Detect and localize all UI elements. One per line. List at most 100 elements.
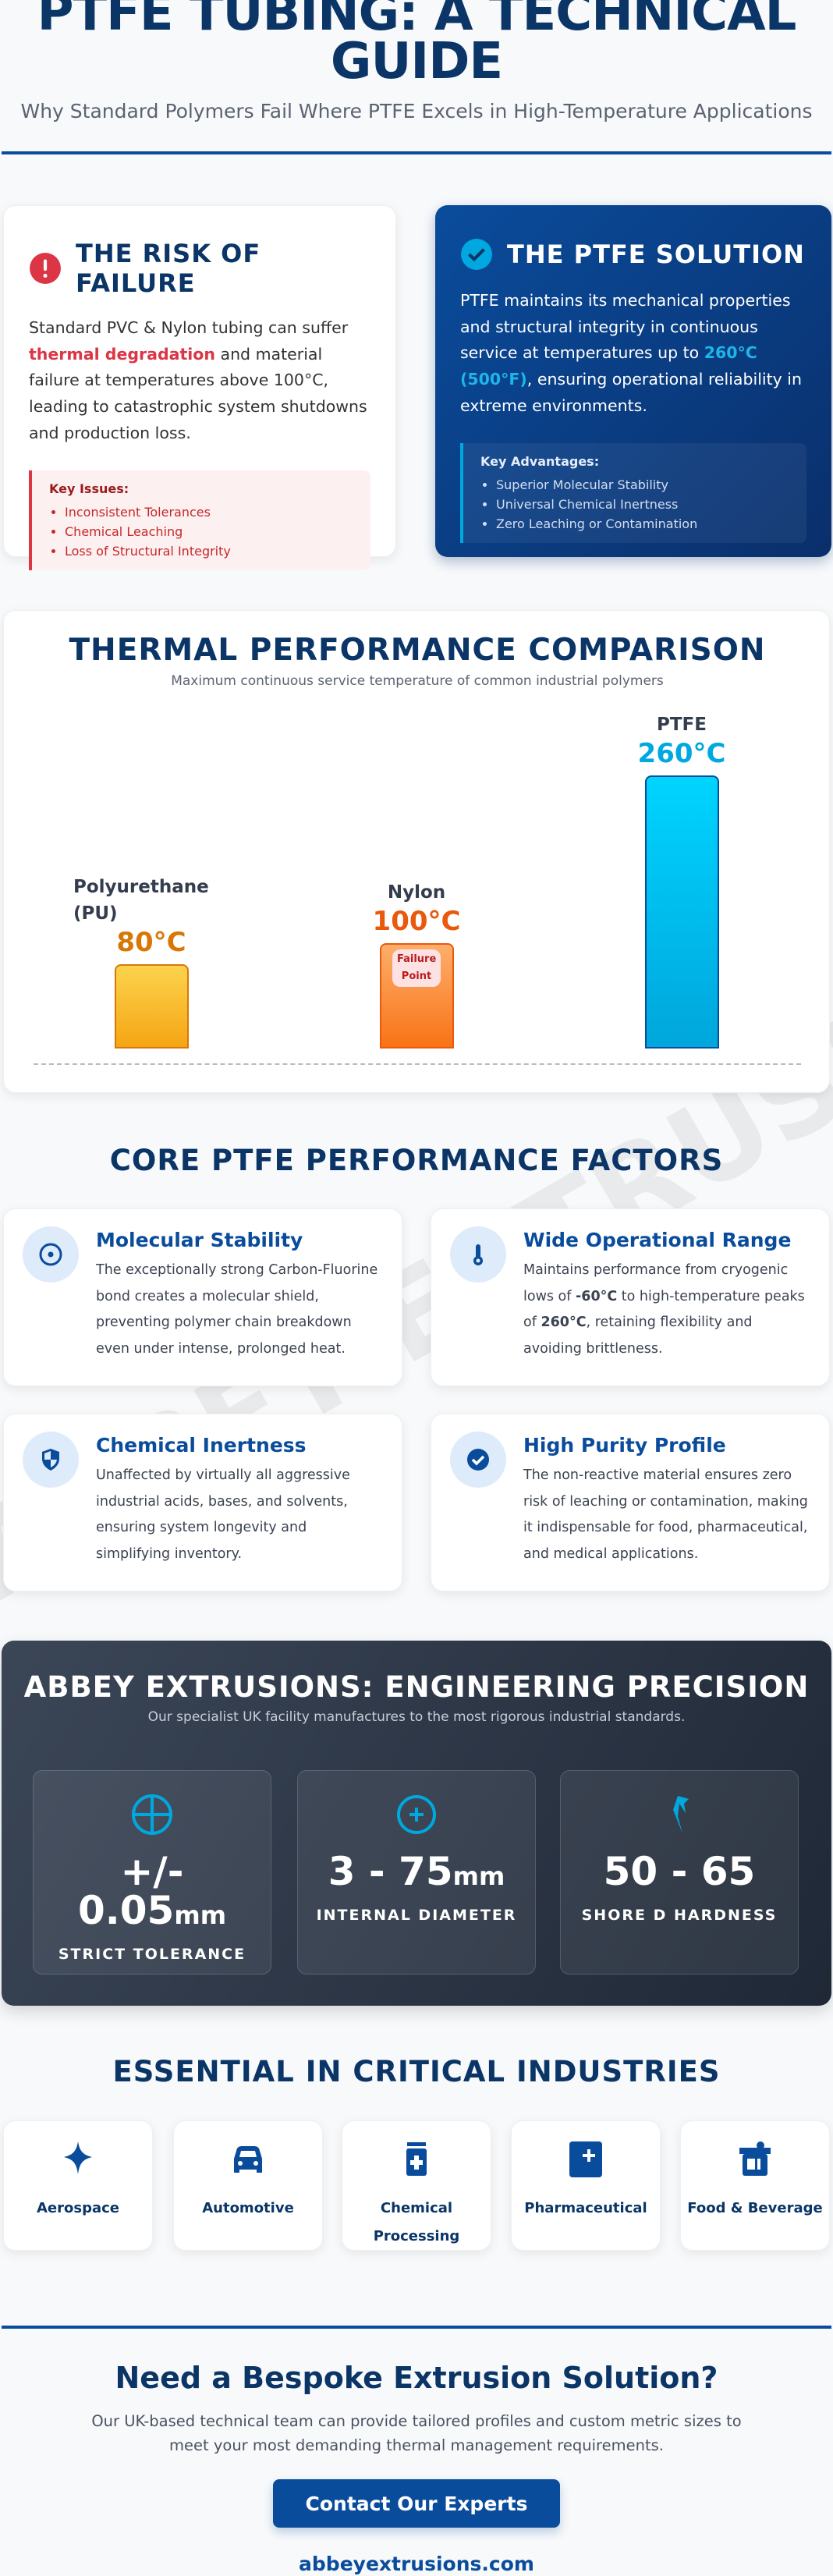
factor-icon [23, 1432, 79, 1488]
factor-icon [450, 1432, 506, 1488]
stat-value-number: 50 - 65 [603, 1849, 756, 1894]
solution-text-b: , ensuring operational reliability in ex… [460, 370, 802, 415]
solution-heading-text: THE PTFE SOLUTION [507, 240, 805, 269]
key-advantage-item: Superior Molecular Stability [496, 475, 792, 495]
factor-text: The exceptionally strong Carbon-Fluorine… [96, 1262, 378, 1357]
factor-heading: Chemical Inertness [96, 1434, 307, 1457]
stat-hardness: 50 - 65 SHORE D HARDNESS [560, 1770, 799, 1975]
stat-internal-diameter: 3 - 75mm INTERNAL DIAMETER [297, 1770, 536, 1975]
key-issues-title: Key Issues: [49, 481, 129, 496]
chart-subtitle: Maximum continuous service temperature o… [171, 673, 664, 689]
factor-text-bold: -60°C [576, 1288, 618, 1304]
precision-subtitle: Our specialist UK facility manufactures … [147, 1709, 686, 1725]
solution-highlight: 260°C (500°F) [460, 343, 757, 389]
factor-text: Maintains performance from cryogenic low… [523, 1258, 810, 1362]
stat-value: +/- 0.05mm [34, 1852, 271, 1935]
plus-circle-icon [397, 1795, 436, 1834]
industry-card-aerospace: Aerospace [3, 2120, 153, 2251]
food-container-icon [739, 2141, 771, 2176]
chart-column: PTFE 260°C [584, 611, 779, 775]
chart-baseline [34, 1063, 801, 1065]
factor-text-bold: 260°C [541, 1315, 587, 1330]
solution-text-a: PTFE maintains its mechanical properties… [460, 291, 791, 363]
factor-card-molecular-stability: Molecular Stability The exceptionally st… [3, 1208, 402, 1386]
key-advantages-title: Key Advantages: [480, 453, 600, 469]
factor-text-part: , retaining flexibility and avoiding bri… [523, 1315, 753, 1357]
crosshair-icon [132, 1794, 172, 1835]
key-advantage-item: Zero Leaching or Contamination [496, 514, 792, 534]
factor-text-part: Maintains performance from cryogenic low… [523, 1262, 789, 1304]
chart-plot: Polyurethane (PU) 80°C Nylon 100°C PTFE 260… [4, 611, 831, 1094]
cta-text: Our UK-based technical team can provide … [91, 2412, 742, 2454]
exclamation-circle-icon [30, 253, 61, 284]
footer-divider [2, 2326, 831, 2329]
shield-icon [42, 1449, 59, 1471]
key-issues-box: Key Issues: Inconsistent Tolerances Chem… [29, 470, 370, 570]
risk-text-a: Standard PVC & Nylon tubing can suffer [29, 318, 349, 337]
factor-icon [23, 1226, 79, 1283]
solution-card: THE PTFE SOLUTION PTFE maintains its mec… [435, 205, 831, 557]
target-icon [39, 1243, 62, 1266]
factor-text: Unaffected by virtually all aggressive i… [96, 1467, 350, 1562]
chart-value-label: 80°C [116, 927, 186, 959]
factor-heading: Molecular Stability [96, 1229, 303, 1251]
sparkle-icon [64, 2141, 92, 2174]
stat-tolerance: +/- 0.05mm STRICT TOLERANCE [33, 1770, 271, 1975]
industry-label: Chemical Processing [373, 2200, 460, 2244]
precision-title: ABBEY EXTRUSIONS: ENGINEERING PRECISION [23, 1670, 810, 1704]
stat-label: SHORE D HARDNESS [581, 1907, 778, 1924]
risk-text: Standard PVC & Nylon tubing can suffer t… [29, 315, 370, 447]
precision-section: ABBEY EXTRUSIONS: ENGINEERING PRECISION … [2, 1641, 831, 2006]
industry-label: Food & Beverage [687, 2200, 823, 2216]
chart-column: Nylon 100°C [319, 611, 514, 943]
check-badge-icon [467, 1449, 489, 1471]
risk-heading: THE RISK OF FAILURE [29, 239, 370, 298]
website-link[interactable]: abbeyextrusions.com [299, 2553, 534, 2575]
risk-card: THE RISK OF FAILURE Standard PVC & Nylon… [3, 205, 396, 570]
chart-title: THERMAL PERFORMANCE COMPARISON [69, 633, 766, 668]
chart-category-label: PTFE [657, 715, 707, 735]
factor-card-chemical-inertness: Chemical Inertness Unaffected by virtual… [3, 1414, 402, 1591]
industry-label: Pharmaceutical [524, 2200, 647, 2216]
check-circle-icon [461, 239, 492, 270]
medical-kit-icon [569, 2141, 602, 2177]
stat-unit: mm [174, 1900, 227, 1930]
hardness-icon [673, 1796, 689, 1833]
page-subtitle: Why Standard Polymers Fail Where PTFE Ex… [20, 100, 813, 122]
key-issue-item: Loss of Structural Integrity [65, 541, 356, 561]
factor-text: The non-reactive material ensures zero r… [523, 1467, 808, 1562]
chart-value-label: 260°C [637, 738, 726, 769]
key-issue-item: Inconsistent Tolerances [65, 502, 356, 522]
risk-highlight: thermal degradation [29, 344, 215, 364]
stat-unit: mm [452, 1861, 505, 1891]
industries-title: ESSENTIAL IN CRITICAL INDUSTRIES [112, 2055, 721, 2088]
stat-value: 50 - 65 [561, 1852, 798, 1896]
key-advantage-item: Universal Chemical Inertness [496, 495, 792, 514]
car-icon [234, 2146, 262, 2173]
medicine-bottle-icon [406, 2142, 427, 2176]
industry-card-food-beverage: Food & Beverage [680, 2120, 830, 2251]
factor-heading: High Purity Profile [523, 1434, 726, 1457]
industry-label: Automotive [202, 2200, 294, 2216]
risk-heading-text: THE RISK OF FAILURE [76, 239, 261, 298]
key-issue-item: Chemical Leaching [65, 522, 356, 541]
thermometer-icon [473, 1244, 483, 1265]
chart-bar [115, 964, 189, 1048]
chart-value-label: 100°C [372, 906, 461, 938]
stat-label: INTERNAL DIAMETER [316, 1907, 517, 1924]
chart-category-label: Polyurethane (PU) [73, 877, 209, 924]
industry-card-chemical-processing: Chemical Processing [342, 2120, 491, 2251]
contact-experts-button[interactable]: Contact Our Experts [273, 2479, 560, 2528]
chart-bar [645, 775, 719, 1048]
factor-card-wide-operational-range: Wide Operational Range Maintains perform… [431, 1208, 830, 1386]
solution-text: PTFE maintains its mechanical properties… [460, 288, 806, 420]
factor-card-high-purity-profile: High Purity Profile The non-reactive mat… [431, 1414, 830, 1591]
factor-heading: Wide Operational Range [523, 1229, 792, 1251]
risk-text-b: and material failure at temperatures abo… [29, 344, 367, 442]
page-title: PTFE TUBING: A TECHNICAL GUIDE [37, 0, 797, 90]
cta-title: Need a Bespoke Extrusion Solution? [115, 2361, 718, 2395]
key-advantages-box: Key Advantages: Superior Molecular Stabi… [460, 442, 806, 543]
thermal-chart-card: THERMAL PERFORMANCE COMPARISON Maximum c… [3, 610, 830, 1093]
header-divider [2, 151, 831, 154]
stat-value-number: +/- 0.05 [77, 1849, 184, 1933]
